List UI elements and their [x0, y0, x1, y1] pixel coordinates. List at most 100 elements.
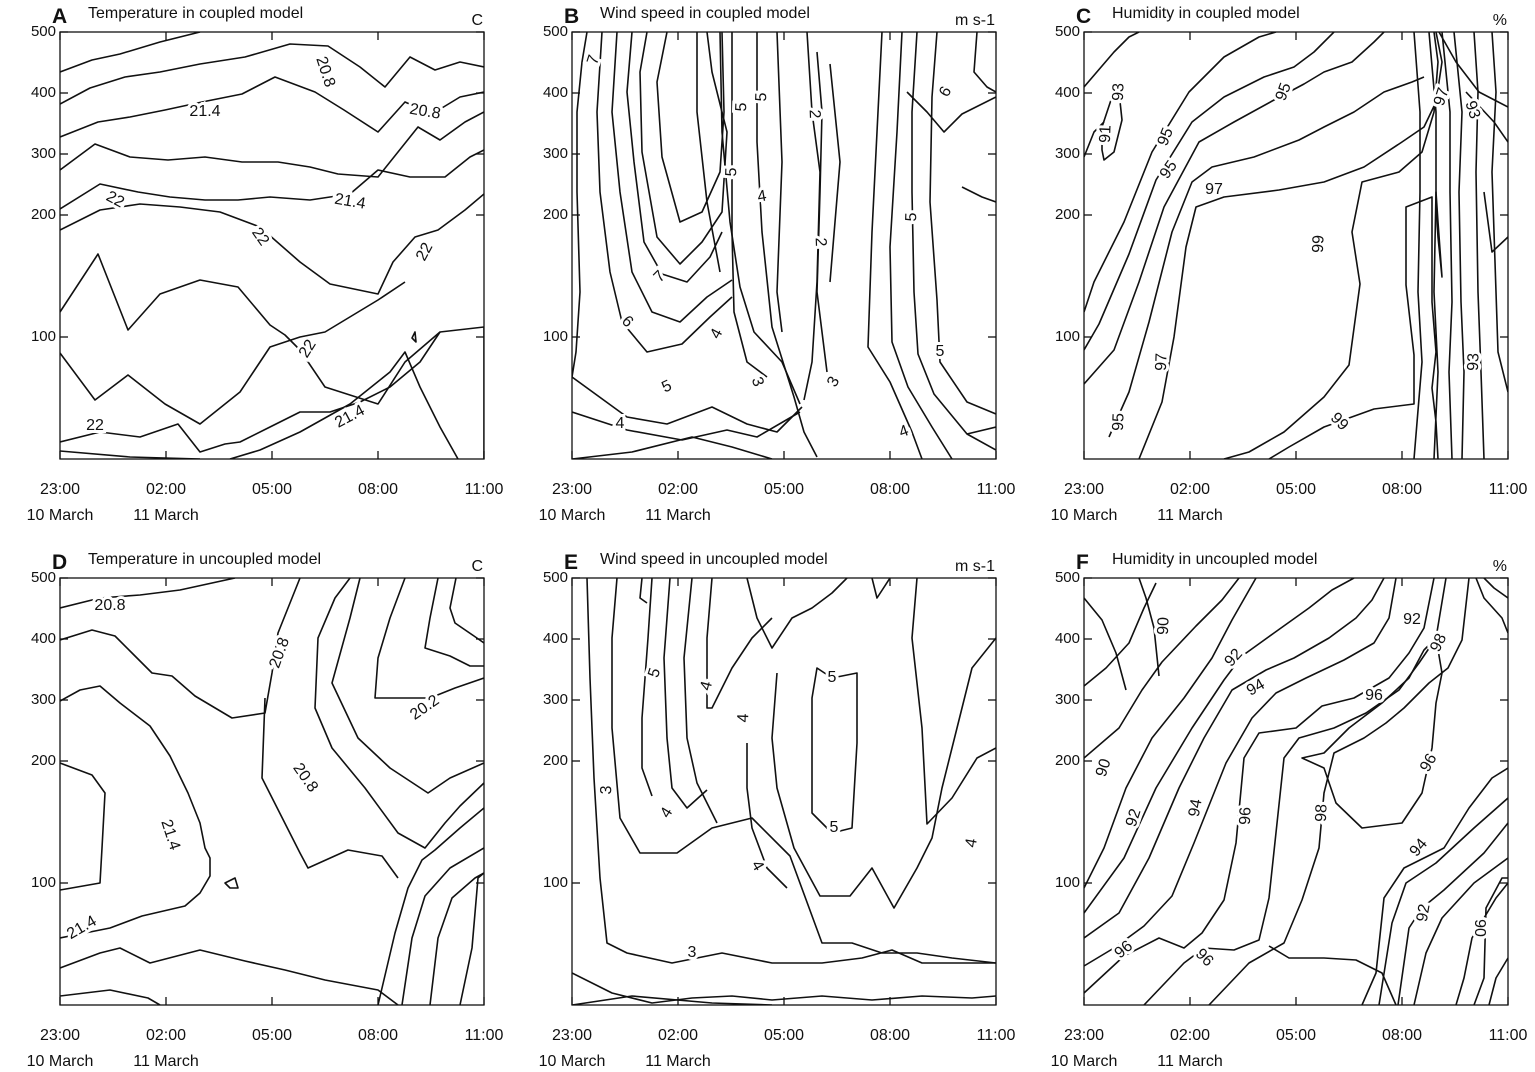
contour-label: 2	[806, 109, 823, 119]
contour-label: 5	[828, 669, 837, 686]
contour-label: 22	[248, 225, 272, 249]
x-tick-label: 05:00	[764, 1027, 804, 1044]
contour-lines	[572, 578, 996, 1005]
contour-label: 2	[812, 237, 829, 247]
panel-title: Wind speed in coupled model	[600, 5, 810, 22]
panel-d: 20.8 20.8 20.2 20.8 21.4 21.4 500 400 300 200 100 2…	[27, 551, 504, 1070]
x-tick-label: 08:00	[870, 1027, 910, 1044]
x-tick-label: 02:00	[658, 481, 698, 498]
contour-label: 20.8	[312, 54, 338, 89]
y-tick-label: 200	[31, 752, 56, 769]
y-tick-label: 200	[31, 206, 56, 223]
y-tick-label: 500	[543, 23, 568, 40]
contour-label: 4	[707, 326, 726, 342]
contour-label: 91	[1097, 125, 1115, 143]
contour-line	[331, 578, 484, 794]
contour-line	[731, 32, 768, 378]
contour-line	[1108, 76, 1425, 438]
contour-label: 4	[748, 858, 767, 874]
y-tick-label: 200	[1055, 752, 1080, 769]
contour-label: 90	[1093, 757, 1115, 779]
contour-label: 92	[1123, 807, 1145, 829]
contour-line	[1453, 32, 1465, 459]
contour-line	[1473, 32, 1485, 459]
x-date-label: 11 March	[133, 1053, 199, 1070]
x-tick-label: 23:00	[552, 481, 592, 498]
contour-line	[771, 637, 996, 909]
contour-label: 99	[1310, 235, 1328, 253]
contour-line	[611, 32, 733, 323]
contour-line	[459, 872, 484, 1005]
contour-line	[596, 32, 733, 353]
contour-line	[1084, 578, 1385, 939]
x-tick-label: 08:00	[358, 1027, 398, 1044]
x-tick-label: 23:00	[1064, 481, 1104, 498]
contour-label: 96	[1237, 807, 1255, 825]
contour-line	[60, 253, 484, 459]
x-tick-label: 05:00	[764, 481, 804, 498]
contour-lines	[60, 32, 484, 459]
panel-title: Temperature in uncoupled model	[88, 551, 321, 568]
contour-line	[261, 697, 399, 879]
contour-label: 5	[723, 167, 740, 177]
contour-line	[776, 32, 783, 333]
contour-label: 4	[963, 837, 981, 849]
y-tick-label: 400	[543, 630, 568, 647]
contour-line	[1483, 191, 1508, 253]
contour-line	[60, 331, 441, 453]
y-tick-label: 300	[543, 691, 568, 708]
x-tick-label: 05:00	[1276, 1027, 1316, 1044]
x-tick-label: 23:00	[1064, 1027, 1104, 1044]
contour-line	[60, 193, 484, 295]
contour-line	[871, 578, 891, 599]
contour-label: 3	[598, 785, 615, 795]
panel-title: Humidity in uncoupled model	[1112, 551, 1317, 568]
contour-line	[1268, 196, 1439, 459]
contour-label: 22	[413, 240, 436, 264]
contour-label: 96	[1365, 687, 1383, 704]
x-tick-label: 08:00	[1382, 1027, 1422, 1044]
contour-label: 20.8	[266, 635, 293, 670]
contour-label: 90	[1155, 617, 1173, 635]
y-tick-label: 500	[543, 569, 568, 586]
contour-line	[639, 578, 648, 604]
contour-line	[1413, 857, 1508, 1005]
x-date-label: 11 March	[645, 507, 711, 524]
y-tick-label: 300	[31, 691, 56, 708]
contour-line	[1455, 882, 1508, 1005]
contour-line	[60, 578, 236, 609]
contour-line	[60, 947, 399, 1005]
contour-line	[401, 847, 484, 1005]
unit-label: m s-1	[955, 558, 995, 575]
contour-line	[1361, 767, 1508, 1005]
contour-line	[1428, 32, 1439, 459]
contour-line	[429, 872, 484, 1005]
y-tick-label: 500	[31, 569, 56, 586]
contour-label: 96	[1112, 937, 1137, 962]
contour-line	[1084, 578, 1355, 914]
y-tick-label: 400	[1055, 630, 1080, 647]
contour-line	[449, 578, 484, 644]
contour-line	[719, 32, 801, 405]
contour-line	[867, 32, 923, 459]
contour-line	[1084, 32, 1277, 313]
contour-line	[1301, 637, 1443, 829]
contour-lines	[1084, 578, 1508, 1005]
contour-label: 21.4	[189, 103, 220, 120]
contour-label: 20.8	[94, 597, 125, 614]
contour-line	[639, 32, 728, 265]
contour-label: 3	[748, 375, 767, 389]
panel-letter: F	[1076, 551, 1089, 574]
contour-label: 3	[688, 944, 697, 961]
x-tick-label: 23:00	[40, 1027, 80, 1044]
x-tick-label: 08:00	[1382, 481, 1422, 498]
contour-line	[60, 685, 211, 939]
x-tick-label: 11:00	[465, 1027, 504, 1044]
contour-line	[1483, 578, 1508, 599]
y-tick-label: 500	[1055, 23, 1080, 40]
contour-label: 97	[1205, 181, 1223, 198]
contour-line	[1413, 32, 1423, 459]
y-tick-label: 100	[1055, 874, 1080, 891]
